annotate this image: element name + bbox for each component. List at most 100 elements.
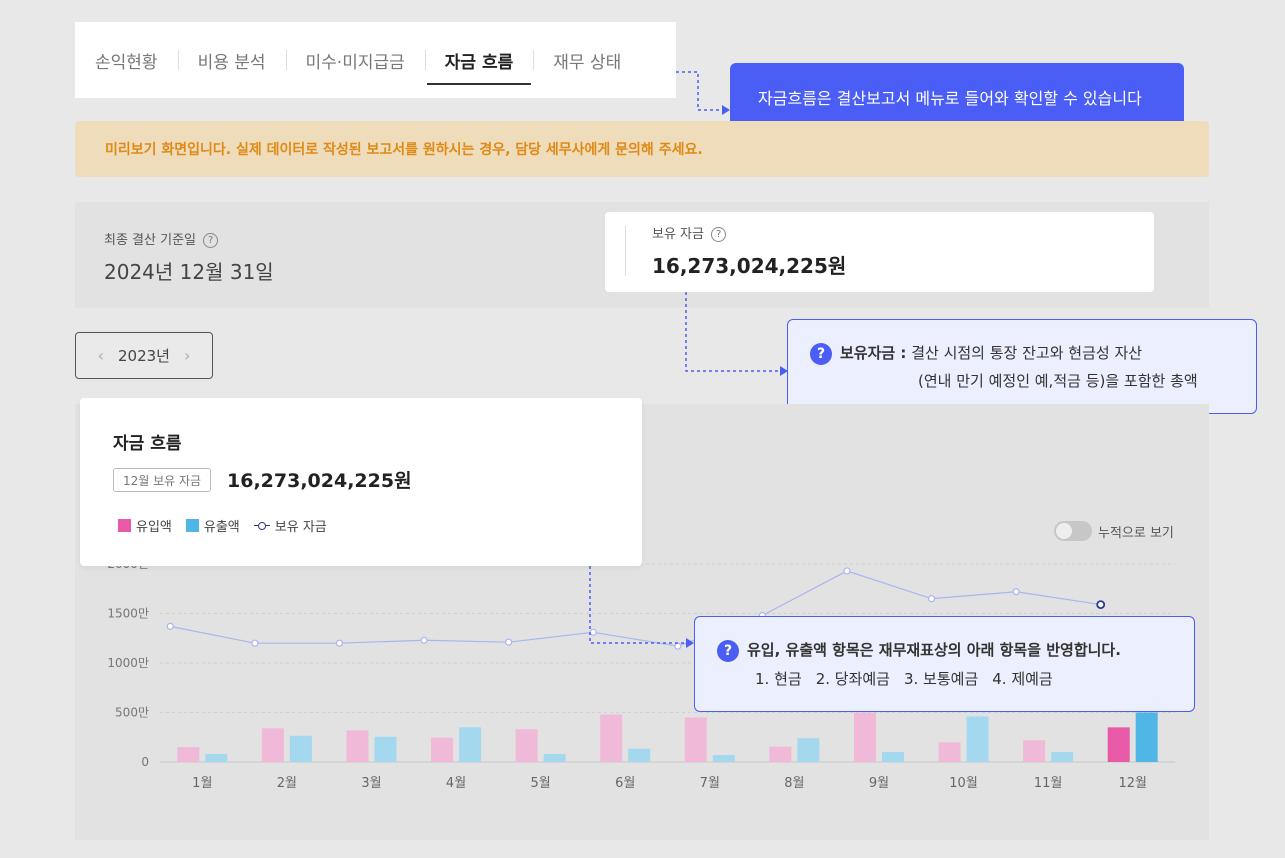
- legend-balance-label: 보유 자금: [274, 520, 327, 535]
- connector-line: [676, 71, 722, 111]
- cash-tooltip: ? 보유자금 : 결산 시점의 통장 잔고와 현금성 자산 (연내 만기 예정인 …: [787, 319, 1257, 414]
- flow-tooltip: ? 유입, 유출액 항목은 재무재표상의 아래 항목을 반영합니다. 1. 현금 …: [694, 616, 1195, 712]
- x-tick-label: 7월: [700, 776, 720, 791]
- report-tabs: 손익현황 비용 분석 미수·미지급금 자금 흐름 재무 상태: [75, 22, 676, 98]
- help-icon[interactable]: ?: [711, 227, 727, 242]
- inflow-bar: [600, 714, 623, 762]
- line-marker-icon: [253, 521, 270, 531]
- inflow-bar: [938, 742, 961, 762]
- balance-point: [420, 636, 428, 644]
- connector-line: [589, 566, 686, 644]
- inflow-bar: [261, 728, 284, 762]
- x-tick-label: 11월: [1034, 776, 1063, 791]
- settlement-label-row: 최종 결산 기준일 ?: [104, 229, 219, 248]
- toggle-switch[interactable]: [1054, 521, 1092, 541]
- outflow-bar: [205, 754, 228, 762]
- preview-notice: 미리보기 화면입니다. 실제 데이터로 작성된 보고서를 원하시는 경우, 담당…: [75, 121, 1209, 177]
- cash-label-row: 보유 자금 ?: [652, 223, 727, 242]
- cumulative-toggle[interactable]: 누적으로 보기: [1054, 521, 1174, 541]
- y-tick-label: 1500만: [107, 607, 149, 621]
- tab-receivables[interactable]: 미수·미지급금: [285, 22, 425, 98]
- outflow-bar: [797, 738, 820, 762]
- balance-point: [927, 595, 936, 603]
- outflow-bar: [459, 727, 482, 762]
- legend-outflow: 유출액: [185, 516, 240, 535]
- inflow-bar: [515, 729, 538, 762]
- outflow-bar: [712, 755, 735, 762]
- item-deposits: 4. 제예금: [992, 670, 1053, 688]
- outflow-bar: [628, 748, 651, 762]
- flow-title: 자금 흐름: [113, 434, 182, 454]
- balance-point: [505, 638, 513, 646]
- balance-point: [1012, 588, 1020, 596]
- x-tick-label: 5월: [531, 776, 551, 791]
- settlement-date: 2024년 12월 31일: [104, 260, 274, 284]
- inflow-bar: [769, 746, 792, 762]
- x-tick-label: 2월: [277, 776, 297, 791]
- month-badge: 12월 보유 자금: [113, 468, 212, 492]
- cash-card: 보유 자금 ? 16,273,024,225원: [605, 212, 1154, 292]
- x-tick-label: 3월: [361, 776, 381, 791]
- balance-point: [843, 567, 851, 575]
- connector-line: [685, 292, 780, 372]
- flow-tooltip-title-row: ? 유입, 유출액 항목은 재무재표상의 아래 항목을 반영합니다.: [717, 639, 1121, 662]
- settlement-label: 최종 결산 기준일: [104, 233, 196, 248]
- flow-value: 16,273,024,225원: [227, 470, 412, 492]
- cash-tooltip-line1: ? 보유자금 : 결산 시점의 통장 잔고와 현금성 자산: [810, 342, 1142, 365]
- item-savings: 3. 보통예금: [903, 670, 979, 688]
- cash-label: 보유 자금: [652, 227, 704, 242]
- chevron-right-icon[interactable]: ›: [183, 346, 191, 365]
- question-icon: ?: [810, 342, 832, 365]
- cash-tooltip-line2: (연내 만기 예정인 예,적금 등)을 포함한 총액: [918, 372, 1198, 390]
- chevron-left-icon[interactable]: ‹: [97, 346, 104, 365]
- flow-card: 자금 흐름 12월 보유 자금 16,273,024,225원 유입액 유출액 …: [80, 398, 642, 566]
- outflow-bar: [1051, 752, 1074, 762]
- x-tick-label: 1월: [192, 776, 212, 791]
- cash-tooltip-term: 보유자금 :: [840, 344, 907, 362]
- toggle-label: 누적으로 보기: [1098, 525, 1174, 541]
- outflow-swatch: [185, 519, 199, 532]
- balance-point: [166, 622, 174, 630]
- tab-cash-flow[interactable]: 자금 흐름: [424, 22, 533, 98]
- legend-inflow: 유입액: [118, 516, 172, 535]
- inflow-bar: [431, 737, 454, 762]
- x-tick-label: 12월: [1118, 776, 1147, 791]
- legend-outflow-label: 유출액: [203, 520, 240, 535]
- menu-tooltip: 자금흐름은 결산보고서 메뉴로 들어와 확인할 수 있습니다: [730, 63, 1184, 131]
- balance-point: [335, 639, 344, 647]
- legend-inflow-label: 유입액: [136, 520, 172, 535]
- outflow-bar: [966, 716, 989, 762]
- chart-legend: 유입액 유출액 보유 자금: [118, 516, 327, 535]
- balance-point: [251, 639, 259, 647]
- x-tick-label: 4월: [446, 776, 466, 791]
- outflow-bar: [1135, 712, 1158, 762]
- cash-tooltip-text: 결산 시점의 통장 잔고와 현금성 자산: [911, 344, 1143, 362]
- year-value: 2023년: [118, 347, 170, 365]
- arrow-icon: [686, 638, 694, 648]
- tab-financial-status[interactable]: 재무 상태: [533, 22, 641, 98]
- flow-tooltip-title: 유입, 유출액 항목은 재무재표상의 아래 항목을 반영합니다.: [747, 641, 1121, 659]
- y-tick-label: 0: [141, 755, 149, 769]
- help-icon[interactable]: ?: [203, 233, 219, 248]
- balance-line: [170, 570, 1101, 647]
- inflow-bar: [177, 747, 200, 762]
- inflow-bar: [346, 730, 369, 762]
- legend-balance: 보유 자금: [253, 516, 327, 535]
- inflow-bar: [1107, 727, 1130, 762]
- arrow-icon: [722, 105, 730, 115]
- balance-point: [589, 628, 597, 636]
- year-selector[interactable]: ‹ 2023년 ›: [75, 332, 213, 379]
- tab-cost-analysis[interactable]: 비용 분석: [177, 22, 286, 98]
- outflow-bar: [543, 754, 566, 762]
- inflow-swatch: [118, 519, 131, 532]
- cash-value: 16,273,024,225원: [652, 254, 847, 278]
- outflow-bar: [881, 752, 904, 762]
- x-tick-label: 6월: [615, 776, 635, 791]
- tab-profit-loss[interactable]: 손익현황: [95, 52, 158, 73]
- arrow-icon: [780, 366, 788, 376]
- y-tick-label: 1000만: [107, 656, 149, 670]
- x-tick-label: 9월: [869, 776, 889, 791]
- inflow-bar: [684, 717, 707, 762]
- item-cash: 1. 현금: [755, 670, 802, 688]
- balance-point: [1096, 600, 1106, 609]
